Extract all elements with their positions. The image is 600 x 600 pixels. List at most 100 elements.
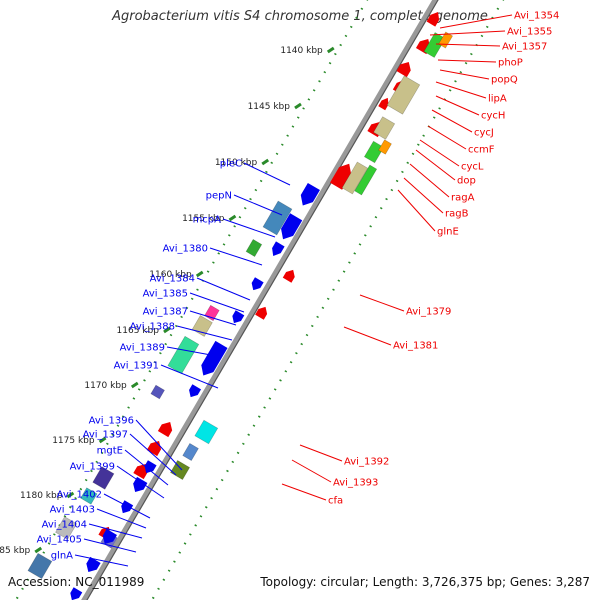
gene-label-reverse: ragA xyxy=(451,193,475,204)
gene-label-reverse: Avi_1355 xyxy=(507,27,552,38)
tick-rail-outer xyxy=(150,0,505,600)
gene-label-reverse-leader xyxy=(397,189,436,232)
gene-label-reverse: Avi_1379 xyxy=(406,307,451,318)
gene-label-reverse: Avi_1357 xyxy=(502,42,547,53)
gene-label-forward: Avi_1384 xyxy=(150,274,195,285)
cog-block xyxy=(373,116,396,140)
cog-block xyxy=(92,466,115,490)
gene-label-forward-leader xyxy=(74,554,129,567)
cog-block xyxy=(27,552,53,580)
cog-block xyxy=(354,164,378,196)
map-title: Agrobacterium vitis S4 chromosome 1, com… xyxy=(112,9,488,24)
gene-label-reverse: glnE xyxy=(437,227,459,238)
gene-label-forward-leader xyxy=(129,433,177,476)
gene-label-reverse-leader xyxy=(427,125,467,150)
gene-label-forward: mcpA xyxy=(193,215,222,226)
gene-label-forward-leader xyxy=(135,419,183,471)
gene-label-reverse: cycH xyxy=(481,111,505,122)
gene-arrow xyxy=(281,213,303,240)
gene-label-forward-leader xyxy=(189,292,245,313)
gene-label-reverse: phoP xyxy=(498,58,523,69)
gene-arrow xyxy=(133,463,148,480)
gene-arrow xyxy=(86,556,101,573)
gene-label-reverse-leader xyxy=(281,483,327,501)
cog-block xyxy=(245,239,263,257)
kbp-tick-mark xyxy=(228,214,237,222)
gene-label-forward: pleC xyxy=(220,159,242,170)
gene-label-reverse-leader xyxy=(429,30,506,36)
gene-label-forward: Avi_1405 xyxy=(37,535,82,546)
kbp-tick-mark xyxy=(66,491,75,499)
gene-label-reverse: cfa xyxy=(328,496,343,507)
cog-block xyxy=(194,419,219,445)
gene-label-reverse-leader xyxy=(435,81,487,99)
gene-label-reverse-leader xyxy=(359,294,405,312)
kbp-tick-label: 1150 kbp xyxy=(215,158,258,168)
gene-label-reverse: ragB xyxy=(445,209,469,220)
cog-block xyxy=(341,161,369,195)
gene-label-reverse: Avi_1354 xyxy=(514,11,559,22)
gene-label-reverse-leader xyxy=(291,459,332,483)
gene-label-forward: Avi_1399 xyxy=(70,462,115,473)
gene-label-reverse-leader xyxy=(343,326,392,346)
gene-label-reverse: Avi_1381 xyxy=(393,341,438,352)
gene-label-forward-leader xyxy=(166,346,223,358)
backbone-line xyxy=(81,0,438,600)
cog-block xyxy=(378,139,392,155)
gene-label-reverse: cycL xyxy=(461,162,484,173)
gene-label-reverse: dop xyxy=(457,176,476,187)
gene-label-reverse: ccmF xyxy=(468,145,495,156)
gene-label-reverse-leader xyxy=(299,444,343,462)
gene-label-reverse-leader xyxy=(431,109,473,133)
gene-label-forward-leader xyxy=(233,194,283,216)
gene-arrow xyxy=(189,384,202,398)
gene-arrow xyxy=(102,528,117,545)
gene-label-reverse-leader xyxy=(409,163,450,198)
gene-arrow xyxy=(282,269,295,283)
gene-label-forward: mgtE xyxy=(97,446,123,457)
gene-arrow xyxy=(146,440,162,457)
gene-arrow xyxy=(232,310,245,324)
kbp-tick-mark xyxy=(195,270,204,278)
backbone-edge xyxy=(86,0,439,600)
gene-label-forward: Avi_1391 xyxy=(114,361,159,372)
gene-label-forward: Avi_1380 xyxy=(163,244,208,255)
cog-block xyxy=(150,384,165,400)
gene-arrow xyxy=(378,97,389,111)
gene-label-forward-leader xyxy=(160,364,219,389)
cog-block xyxy=(262,200,293,236)
kbp-tick-label: 1160 kbp xyxy=(149,270,192,280)
accession-text: Accession: NC_011989 xyxy=(8,575,145,589)
kbp-tick-mark xyxy=(98,436,107,444)
cog-block xyxy=(167,335,200,375)
gene-label-reverse: Avi_1392 xyxy=(344,457,389,468)
gene-label-forward: Avi_1387 xyxy=(143,307,188,318)
gene-label-reverse-leader xyxy=(403,177,444,214)
gene-label-reverse-leader xyxy=(435,43,501,47)
gene-label-forward-leader xyxy=(124,449,169,486)
gene-label-reverse-leader xyxy=(435,95,480,116)
gene-label-forward-leader xyxy=(116,465,165,499)
kbp-tick-label: 1180 kbp xyxy=(20,491,63,501)
gene-label-forward-leader xyxy=(103,493,151,519)
kbp-tick-label: 1175 kbp xyxy=(52,436,95,446)
kbp-tick-mark xyxy=(326,46,335,54)
gene-label-reverse-leader xyxy=(437,59,497,63)
gene-label-forward: Avi_1385 xyxy=(143,289,188,300)
cog-block xyxy=(204,304,220,322)
gene-label-reverse: lipA xyxy=(488,94,507,105)
gene-label-forward-leader xyxy=(96,508,147,529)
kbp-tick-label: 1170 kbp xyxy=(84,381,127,391)
gene-label-forward: Avi_1403 xyxy=(50,505,95,516)
gene-arrow xyxy=(201,340,228,376)
gene-label-forward-leader xyxy=(176,325,233,341)
gene-label-forward-leader xyxy=(209,247,263,266)
cog-block xyxy=(80,487,98,505)
gene-label-forward: Avi_1402 xyxy=(57,490,102,501)
gene-label-forward: pepN xyxy=(206,191,232,202)
gene-arrow xyxy=(70,587,83,600)
kbp-tick-mark xyxy=(130,381,139,389)
gene-label-forward-leader xyxy=(196,277,251,301)
gene-label-forward-leader xyxy=(189,310,237,326)
gene-label-reverse: cycJ xyxy=(474,128,494,139)
